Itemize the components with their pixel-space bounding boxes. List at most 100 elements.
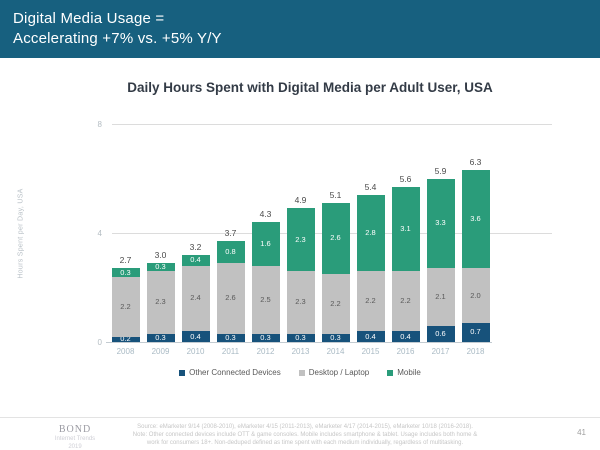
bar-segment-value: 2.2: [330, 298, 341, 308]
bar-stack-2016: 0.4 2.2 3.1: [391, 186, 420, 342]
bar-segment: 2.2: [391, 271, 420, 332]
bar-total-label: 4.3: [259, 209, 272, 220]
bar-segment: 2.5: [251, 265, 280, 334]
bar-segment-value: 0.4: [365, 331, 376, 341]
bar-segment: 2.4: [181, 265, 210, 332]
bar-stack-2013: 0.3 2.3 2.3: [286, 208, 315, 342]
bar-segment-value: 2.6: [330, 233, 341, 243]
bar-segment: 3.1: [391, 186, 420, 272]
source-line-2: Note: Other connected devices include OT…: [132, 432, 478, 438]
bar-segment-value: 2.6: [225, 293, 236, 303]
slide-header: Digital Media Usage = Accelerating +7% v…: [0, 0, 600, 58]
legend-swatch: [298, 369, 305, 376]
bar-segment-value: 0.2: [120, 334, 131, 344]
y-tick-label: 0: [97, 338, 102, 347]
bar-segment-value: 0.4: [190, 255, 201, 265]
bar-segment: 2.3: [286, 208, 315, 272]
bar-segment-value: 0.3: [120, 267, 131, 277]
bar-segment-value: 0.3: [260, 332, 271, 342]
bar-segment: 2.0: [461, 268, 490, 323]
x-tick-label: 2013: [291, 347, 310, 356]
bar-segment: 2.2: [321, 273, 350, 334]
bar-segment: 2.2: [356, 271, 385, 332]
bar-segment: 0.4: [391, 331, 420, 342]
bar-stack-2011: 0.3 2.6 0.8: [216, 241, 245, 342]
gridline-y8: [112, 124, 552, 125]
bar-segment: 0.4: [181, 331, 210, 342]
bar-segment: 0.8: [216, 241, 245, 263]
x-tick-label: 2015: [361, 347, 380, 356]
bar-segment: 0.3: [321, 333, 350, 342]
bar-segment: 0.3: [251, 332, 280, 342]
legend-label: Other Connected Devices: [189, 368, 281, 377]
x-tick-label: 2010: [186, 347, 205, 356]
bar-segment: 2.6: [321, 203, 350, 274]
bar-segment: 2.8: [356, 194, 385, 272]
legend-swatch: [387, 369, 394, 376]
x-tick-label: 2011: [221, 347, 240, 356]
bar-segment-value: 2.2: [365, 296, 376, 306]
bar-segment: 1.6: [251, 222, 280, 266]
bar-segment: 0.7: [461, 322, 490, 342]
x-tick-label: 2008: [116, 347, 135, 356]
bar-segment-value: 0.8: [225, 247, 236, 257]
bar-segment: 0.3: [286, 333, 315, 342]
bar-stack-2015: 0.4 2.2 2.8: [356, 194, 385, 342]
legend-item: Other Connected Devices: [179, 368, 281, 377]
chart-legend: Other Connected Devices Desktop / Laptop M…: [0, 368, 600, 377]
legend-item: Desktop / Laptop: [298, 368, 370, 377]
bar-stack-2009: 0.3 2.3 0.3: [146, 262, 175, 342]
x-tick-label: 2017: [431, 347, 450, 356]
bar-segment: 3.3: [426, 178, 455, 269]
header-line-2: Accelerating +7% vs. +5% Y/Y: [13, 30, 222, 47]
legend-swatch: [179, 369, 186, 376]
bar-segment-value: 2.8: [365, 228, 376, 237]
x-tick-label: 2018: [466, 347, 485, 356]
legend-label: Mobile: [397, 368, 421, 377]
bar-total-label: 6.3: [469, 157, 482, 168]
bar-segment-value: 0.6: [435, 328, 446, 338]
x-tick-label: 2012: [256, 347, 275, 356]
bar-segment: 0.3: [146, 262, 175, 272]
bar-stack-2017: 0.6 2.1 3.3: [426, 178, 455, 342]
bar-total-label: 4.9: [294, 195, 307, 206]
bar-segment: 0.4: [356, 331, 385, 342]
bar-segment-value: 0.3: [155, 332, 166, 342]
page-number: 41: [577, 428, 586, 437]
bar-segment-value: 3.6: [470, 214, 481, 224]
bar-total-label: 5.9: [434, 165, 447, 176]
brand-name: BOND: [58, 424, 92, 435]
bar-segment-value: 2.2: [120, 301, 131, 311]
x-tick-label: 2009: [151, 347, 170, 356]
bar-segment-value: 2.5: [260, 294, 271, 304]
bar-total-label: 2.7: [119, 255, 132, 266]
bar-stack-2018: 0.7 2.0 3.6: [461, 170, 490, 342]
bar-segment-value: 0.3: [155, 262, 166, 272]
bar-segment-value: 2.2: [400, 296, 411, 306]
source-note: Source: eMarketer 9/14 (2008-2010), eMar…: [130, 423, 480, 447]
y-tick-label: 4: [97, 229, 102, 238]
bar-stack-2008: 0.2 2.2 0.3: [111, 267, 140, 344]
bar-segment-value: 3.3: [435, 218, 446, 228]
source-line-3: work for consumers 18+. Non-deduped defi…: [146, 440, 464, 446]
bar-segment-value: 0.3: [225, 332, 236, 342]
bar-segment-value: 3.1: [400, 223, 411, 233]
bar-segment: 2.2: [111, 276, 140, 337]
bar-segment: 0.2: [111, 334, 140, 344]
source-line-1: Source: eMarketer 9/14 (2008-2010), eMar…: [137, 424, 473, 430]
chart-title: Daily Hours Spent with Digital Media per…: [127, 80, 493, 95]
brand-logo: BOND Internet Trends 2019: [20, 424, 130, 450]
bar-segment: 0.3: [216, 332, 245, 342]
bar-segment-value: 0.4: [400, 331, 411, 341]
slide-footer: BOND Internet Trends 2019 Source: eMarke…: [0, 417, 600, 450]
bar-segment-value: 0.7: [470, 327, 481, 337]
bar-segment-value: 2.3: [295, 297, 306, 307]
legend-item: Mobile: [387, 368, 421, 377]
bar-segment: 2.3: [146, 271, 175, 334]
legend-label: Desktop / Laptop: [308, 368, 370, 377]
bar-segment: 0.6: [426, 325, 455, 342]
bar-segment: 2.6: [216, 262, 245, 334]
bar-segment: 2.3: [286, 271, 315, 334]
